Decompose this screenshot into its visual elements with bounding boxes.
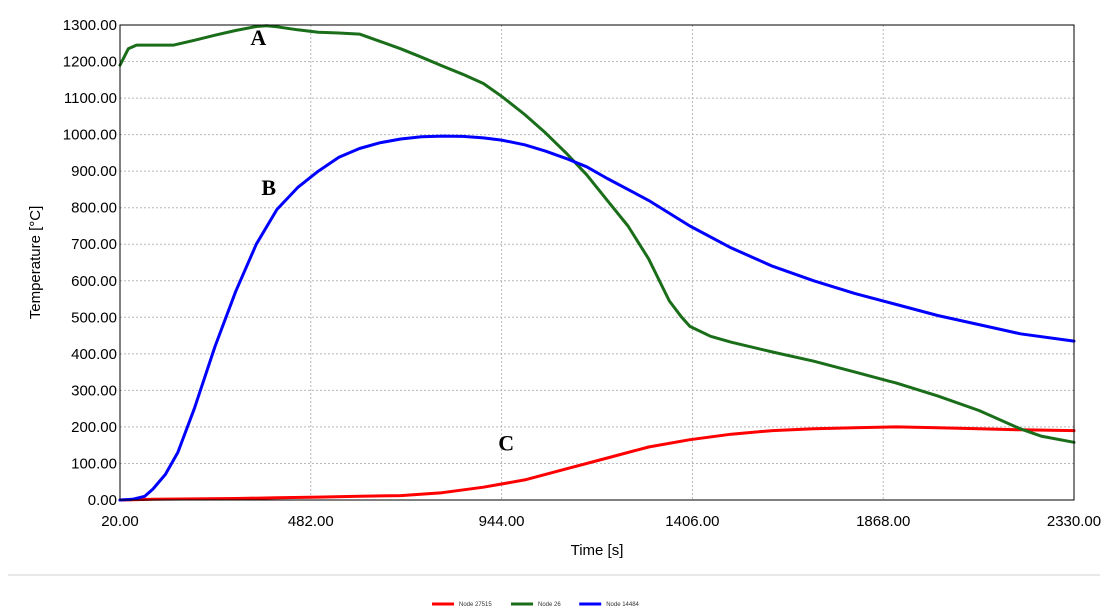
series-line xyxy=(118,134,1076,502)
y-tick-label: 0.00 xyxy=(88,492,117,509)
y-tick-label: 1200.00 xyxy=(63,54,117,71)
y-axis-title: Temperature [°C] xyxy=(27,206,44,320)
y-tick-label: 1300.00 xyxy=(63,17,117,34)
series-line xyxy=(118,425,1076,502)
x-tick-label: 1868.00 xyxy=(856,513,910,530)
x-axis-title: Time [s] xyxy=(571,542,624,559)
y-tick-label: 200.00 xyxy=(71,419,117,436)
legend-entry: Node 26 xyxy=(538,602,561,608)
x-tick-label: 482.00 xyxy=(288,513,334,530)
x-tick-label: 944.00 xyxy=(479,513,525,530)
annotation-label: B xyxy=(261,175,276,200)
legend-entry: Node 14484 xyxy=(606,602,639,608)
y-tick-label: 800.00 xyxy=(71,200,117,217)
x-tick-label: 2330.00 xyxy=(1047,513,1101,530)
annotations: A B C xyxy=(250,25,514,456)
axis-ticks: 20.00 482.00 944.00 1406.00 1868.00 2330.00 0.… xyxy=(63,17,1101,530)
y-tick-label: 400.00 xyxy=(71,346,117,363)
y-tick-label: 600.00 xyxy=(71,273,117,290)
y-tick-label: 100.00 xyxy=(71,455,117,472)
x-tick-label: 20.00 xyxy=(101,513,139,530)
y-tick-label: 500.00 xyxy=(71,309,117,326)
y-tick-label: 1000.00 xyxy=(63,127,117,144)
y-tick-label: 700.00 xyxy=(71,236,117,253)
x-tick-label: 1406.00 xyxy=(665,513,719,530)
annotation-label: C xyxy=(498,431,514,456)
legend-entry: Node 27515 xyxy=(459,602,492,608)
legend: Node 27515 Node 26 Node 14484 xyxy=(432,602,640,608)
series-line xyxy=(118,24,1076,444)
annotation-label: A xyxy=(250,25,266,50)
series-lines xyxy=(118,24,1076,502)
y-tick-label: 900.00 xyxy=(71,163,117,180)
y-tick-label: 1100.00 xyxy=(64,90,117,107)
y-tick-label: 300.00 xyxy=(71,382,117,399)
plot-frame xyxy=(119,24,1075,501)
